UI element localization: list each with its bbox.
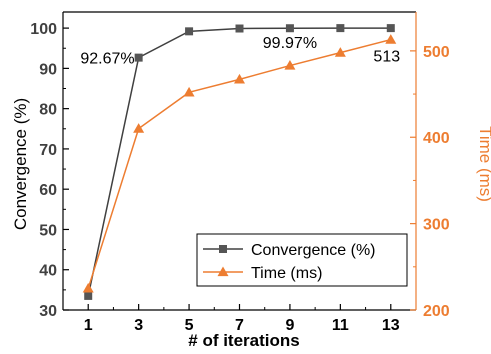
left-y-tick-label: 60 (39, 182, 57, 199)
x-tick-label: 3 (134, 317, 143, 334)
x-tick-label: 9 (285, 317, 294, 334)
convergence-point (235, 24, 244, 33)
left-y-tick-label: 80 (39, 102, 57, 119)
time-point (334, 47, 346, 57)
legend-time-label: Time (ms) (251, 265, 322, 282)
annotation-convergence-iter9: 99.97% (263, 35, 317, 52)
convergence-point (185, 27, 194, 36)
x-tick-label: 7 (235, 317, 244, 334)
right-y-tick-label: 300 (423, 217, 450, 234)
right-y-tick-label: 200 (423, 303, 450, 320)
right-y-tick-label: 500 (423, 44, 450, 61)
annotation-convergence-iter3: 92.67% (80, 51, 134, 68)
annotation-time-iter13: 513 (373, 49, 400, 66)
x-tick-label: 1 (84, 317, 93, 334)
time-point (234, 73, 245, 84)
x-axis-title: # of iterations (188, 331, 299, 350)
x-tick-label: 5 (185, 317, 194, 334)
convergence-point (336, 24, 345, 33)
time-point (82, 282, 94, 293)
convergence-point (285, 24, 294, 33)
legend-box (196, 233, 408, 287)
left-y-tick-label: 40 (39, 263, 57, 280)
left-y-tick-label: 70 (39, 142, 57, 159)
left-y-tick-label: 90 (39, 61, 57, 78)
legend-convergence-label: Convergence (%) (251, 242, 376, 259)
time-point (284, 60, 296, 70)
left-y-tick-label: 100 (30, 21, 57, 38)
convergence-point (84, 291, 93, 300)
convergence-point (386, 24, 395, 33)
left-y-tick-label: 30 (39, 303, 57, 320)
left-axis-title: Convergence (%) (11, 98, 30, 230)
time-point (183, 86, 195, 97)
right-axis-title: Time (ms) (476, 126, 491, 202)
time-point (133, 123, 145, 133)
left-y-tick-label: 50 (39, 222, 57, 239)
convergence-point (134, 53, 143, 62)
right-y-tick-label: 400 (423, 130, 450, 147)
x-tick-label: 13 (382, 317, 400, 334)
time-point (385, 34, 397, 44)
legend-time-marker (217, 266, 229, 277)
legend-convergence-marker (219, 245, 227, 253)
x-tick-label: 11 (332, 317, 349, 334)
